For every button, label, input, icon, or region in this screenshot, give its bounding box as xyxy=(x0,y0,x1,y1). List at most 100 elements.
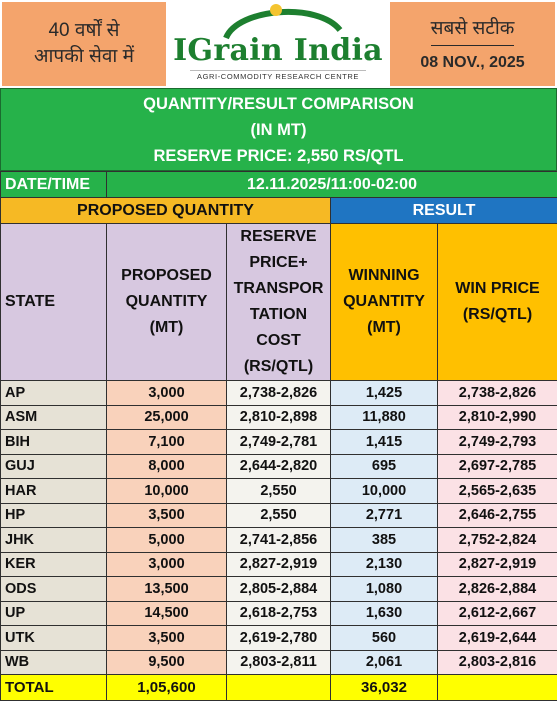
brand-name: IGrain India xyxy=(173,33,383,68)
table-row: JHK 5,000 2,741-2,856 385 2,752-2,824 xyxy=(0,527,557,553)
report-date: 08 NOV., 2025 xyxy=(420,54,525,71)
table-row: AP 3,000 2,738-2,826 1,425 2,738-2,826 xyxy=(0,380,557,406)
section-result: RESULT xyxy=(330,197,557,224)
cell-winning: 1,630 xyxy=(330,600,438,626)
cell-state: UP xyxy=(0,600,107,626)
cell-win-price: 2,646-2,755 xyxy=(437,502,557,528)
cell-winning: 1,425 xyxy=(330,380,438,406)
column-header-reserve: RESERVE PRICE+ TRANSPOR TATION COST (RS/… xyxy=(226,223,331,381)
cell-proposed: 8,000 xyxy=(106,453,227,479)
grain-swirl-icon xyxy=(223,4,343,40)
column-header-winning: WINNING QUANTITY (MT) xyxy=(330,223,438,381)
cell-state: ASM xyxy=(0,404,107,430)
cell-winning: 2,061 xyxy=(330,649,438,675)
header: 40 वर्षों से आपकी सेवा में IGrain India … xyxy=(0,0,557,88)
brand-logo: IGrain India AGRI-COMMODITY RESEARCH CEN… xyxy=(168,0,388,88)
cell-win-price: 2,738-2,826 xyxy=(437,380,557,406)
cell-winning: 2,130 xyxy=(330,551,438,577)
cell-proposed: 25,000 xyxy=(106,404,227,430)
title-banner: QUANTITY/RESULT COMPARISON (IN MT) RESER… xyxy=(0,88,557,171)
cell-winning: 1,415 xyxy=(330,429,438,455)
table-row: UP 14,500 2,618-2,753 1,630 2,612-2,667 xyxy=(0,600,557,626)
cell-proposed: 3,500 xyxy=(106,625,227,651)
cell-proposed: 3,500 xyxy=(106,502,227,528)
cell-reserve: 2,550 xyxy=(226,478,331,504)
tagline-right: सबसे सटीक 08 NOV., 2025 xyxy=(388,0,557,88)
cell-state: AP xyxy=(0,380,107,406)
total-label: TOTAL xyxy=(0,674,107,701)
banner-reserve-price: RESERVE PRICE: 2,550 RS/QTL xyxy=(153,146,404,165)
tagline-right-line1: सबसे सटीक xyxy=(430,16,515,46)
cell-proposed: 3,000 xyxy=(106,551,227,577)
table-row: ODS 13,500 2,805-2,884 1,080 2,826-2,884 xyxy=(0,576,557,602)
cell-win-price: 2,752-2,824 xyxy=(437,527,557,553)
cell-winning: 1,080 xyxy=(330,576,438,602)
table-row: HAR 10,000 2,550 10,000 2,565-2,635 xyxy=(0,478,557,504)
table-row: WB 9,500 2,803-2,811 2,061 2,803-2,816 xyxy=(0,649,557,675)
cell-reserve: 2,810-2,898 xyxy=(226,404,331,430)
table-row: HP 3,500 2,550 2,771 2,646-2,755 xyxy=(0,502,557,528)
cell-reserve: 2,749-2,781 xyxy=(226,429,331,455)
cell-proposed: 13,500 xyxy=(106,576,227,602)
cell-win-price: 2,749-2,793 xyxy=(437,429,557,455)
tagline-left-line1: 40 वर्षों से xyxy=(48,20,120,41)
cell-state: HP xyxy=(0,502,107,528)
cell-win-price: 2,810-2,990 xyxy=(437,404,557,430)
total-proposed: 1,05,600 xyxy=(106,674,227,701)
column-header-win-price: WIN PRICE (RS/QTL) xyxy=(437,223,557,381)
cell-win-price: 2,612-2,667 xyxy=(437,600,557,626)
cell-reserve: 2,803-2,811 xyxy=(226,649,331,675)
cell-reserve: 2,644-2,820 xyxy=(226,453,331,479)
cell-reserve: 2,827-2,919 xyxy=(226,551,331,577)
cell-winning: 695 xyxy=(330,453,438,479)
total-empty-cell xyxy=(437,674,557,701)
cell-win-price: 2,565-2,635 xyxy=(437,478,557,504)
cell-state: WB xyxy=(0,649,107,675)
cell-state: ODS xyxy=(0,576,107,602)
cell-proposed: 7,100 xyxy=(106,429,227,455)
brand-tagline: AGRI-COMMODITY RESEARCH CENTRE xyxy=(190,70,366,81)
cell-proposed: 5,000 xyxy=(106,527,227,553)
cell-win-price: 2,619-2,644 xyxy=(437,625,557,651)
cell-winning: 2,771 xyxy=(330,502,438,528)
total-winning: 36,032 xyxy=(330,674,438,701)
cell-state: GUJ xyxy=(0,453,107,479)
comparison-table: DATE/TIME 12.11.2025/11:00-02:00 PROPOSE… xyxy=(0,171,557,701)
cell-state: BIH xyxy=(0,429,107,455)
cell-reserve: 2,738-2,826 xyxy=(226,380,331,406)
cell-reserve: 2,741-2,856 xyxy=(226,527,331,553)
table-row: KER 3,000 2,827-2,919 2,130 2,827-2,919 xyxy=(0,551,557,577)
cell-reserve: 2,550 xyxy=(226,502,331,528)
cell-proposed: 9,500 xyxy=(106,649,227,675)
tagline-left: 40 वर्षों से आपकी सेवा में xyxy=(0,0,168,88)
column-header-state: STATE xyxy=(0,223,107,381)
cell-reserve: 2,805-2,884 xyxy=(226,576,331,602)
table-row: UTK 3,500 2,619-2,780 560 2,619-2,644 xyxy=(0,625,557,651)
column-header-row: STATE PROPOSED QUANTITY (MT) RESERVE PRI… xyxy=(0,223,557,381)
datetime-value: 12.11.2025/11:00-02:00 xyxy=(106,171,557,198)
cell-winning: 385 xyxy=(330,527,438,553)
datetime-label: DATE/TIME xyxy=(0,171,107,198)
banner-title: QUANTITY/RESULT COMPARISON xyxy=(143,94,414,113)
cell-proposed: 3,000 xyxy=(106,380,227,406)
cell-winning: 560 xyxy=(330,625,438,651)
total-empty-cell xyxy=(226,674,331,701)
cell-state: UTK xyxy=(0,625,107,651)
cell-win-price: 2,803-2,816 xyxy=(437,649,557,675)
tagline-left-line2: आपकी सेवा में xyxy=(34,46,134,67)
cell-win-price: 2,826-2,884 xyxy=(437,576,557,602)
cell-state: KER xyxy=(0,551,107,577)
banner-unit: (IN MT) xyxy=(250,120,307,139)
cell-state: HAR xyxy=(0,478,107,504)
cell-state: JHK xyxy=(0,527,107,553)
cell-reserve: 2,619-2,780 xyxy=(226,625,331,651)
column-header-proposed: PROPOSED QUANTITY (MT) xyxy=(106,223,227,381)
table-row: BIH 7,100 2,749-2,781 1,415 2,749-2,793 xyxy=(0,429,557,455)
cell-winning: 10,000 xyxy=(330,478,438,504)
table-row: ASM 25,000 2,810-2,898 11,880 2,810-2,990 xyxy=(0,404,557,430)
cell-reserve: 2,618-2,753 xyxy=(226,600,331,626)
cell-win-price: 2,697-2,785 xyxy=(437,453,557,479)
cell-winning: 11,880 xyxy=(330,404,438,430)
cell-proposed: 14,500 xyxy=(106,600,227,626)
table-row: GUJ 8,000 2,644-2,820 695 2,697-2,785 xyxy=(0,453,557,479)
